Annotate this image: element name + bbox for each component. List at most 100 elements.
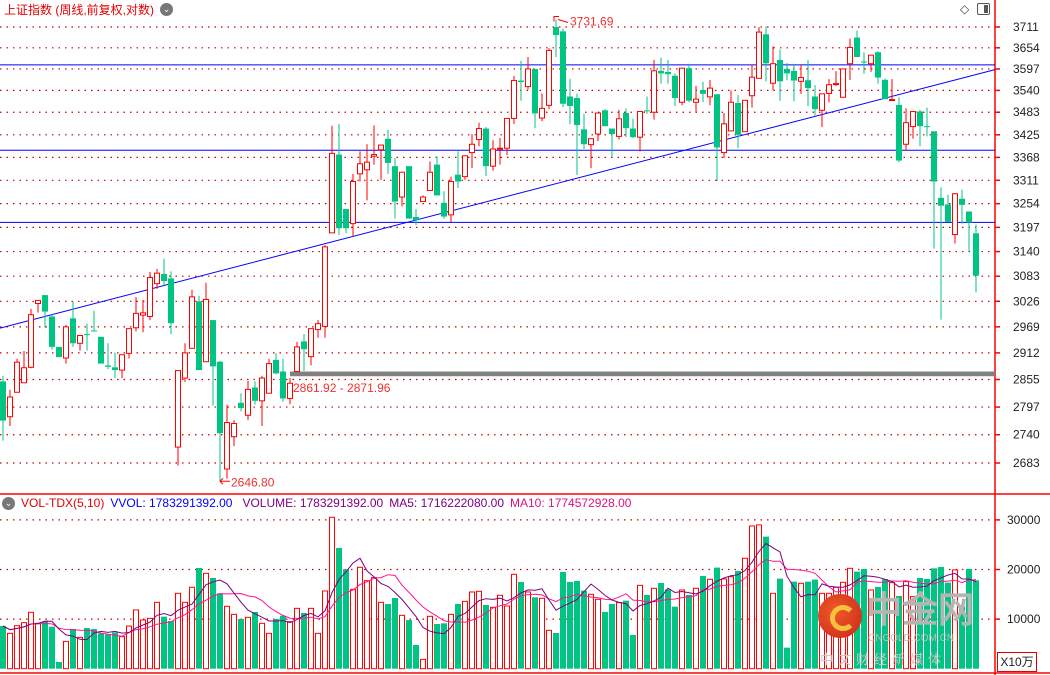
- price-tick-label: 2969: [1013, 320, 1040, 334]
- volume-bar: [770, 592, 776, 670]
- candle: [315, 320, 321, 338]
- candle-body: [595, 112, 601, 135]
- volume-bar: [28, 611, 34, 670]
- candle-body: [406, 166, 412, 219]
- volume-bar: [854, 571, 860, 669]
- candle-body: [231, 423, 237, 438]
- volume-bar: [609, 603, 615, 669]
- volume-bar: [378, 601, 384, 670]
- candle-body: [840, 68, 846, 98]
- price-tick-label: 3197: [1013, 220, 1040, 234]
- candle-body: [581, 129, 587, 145]
- diamond-icon[interactable]: ◇: [960, 2, 970, 16]
- volume-bar: [861, 568, 867, 669]
- candle: [574, 93, 580, 176]
- volume-bar: [406, 619, 412, 669]
- volume-bar: [637, 584, 643, 670]
- candle-body: [210, 320, 216, 367]
- candle-body: [826, 84, 832, 94]
- candle-body: [728, 101, 734, 132]
- panel-toggle-icon[interactable]: [977, 3, 991, 15]
- candle: [756, 27, 762, 79]
- candle-body: [371, 154, 377, 157]
- volume-bar: [266, 632, 272, 670]
- candle-body: [28, 314, 34, 368]
- volume-bar: [651, 587, 657, 670]
- candle-body: [651, 70, 657, 113]
- candle: [469, 134, 475, 169]
- volume-indicator-name[interactable]: VOL-TDX(5,10): [21, 496, 105, 510]
- candle-body: [588, 138, 594, 146]
- chevron-down-circle-icon[interactable]: ⌄: [160, 3, 173, 16]
- candle-body: [420, 196, 426, 203]
- candle-body: [623, 113, 629, 129]
- volume-bar: [308, 607, 314, 670]
- candle: [70, 301, 76, 347]
- candle: [658, 57, 664, 84]
- volume-bar: [168, 620, 174, 669]
- candle-body: [805, 80, 811, 89]
- candle-body: [861, 61, 867, 63]
- candle: [112, 352, 118, 379]
- volume-bar: [231, 613, 237, 670]
- candle-body: [14, 361, 20, 393]
- candle: [616, 109, 622, 140]
- volume-bar: [441, 623, 447, 669]
- candle: [490, 140, 496, 171]
- volume-bar: [462, 600, 468, 670]
- candle: [770, 46, 776, 91]
- volume-bar: [868, 589, 874, 670]
- candle: [77, 334, 83, 351]
- candle: [301, 334, 307, 372]
- candle-body: [973, 233, 979, 276]
- volume-bar: [238, 619, 244, 669]
- volume-bar: [532, 597, 538, 669]
- candle-body: [700, 90, 706, 94]
- volume-bar: [490, 606, 496, 670]
- candle: [91, 310, 97, 332]
- chevron-down-circle-icon[interactable]: ⌄: [2, 496, 15, 510]
- candle-body: [763, 34, 769, 64]
- candle: [238, 393, 244, 412]
- volume-bar: [301, 612, 307, 669]
- candle-body: [707, 87, 713, 98]
- candle-body: [385, 138, 391, 163]
- volume-bar: [959, 606, 965, 669]
- volume-bar: [133, 609, 139, 670]
- volume-bar: [98, 633, 104, 669]
- candle-body: [42, 295, 48, 312]
- volume-bar: [742, 557, 748, 670]
- candle-body: [735, 102, 741, 135]
- candle: [973, 224, 979, 293]
- candle-body: [196, 301, 202, 371]
- candle-body: [280, 371, 286, 399]
- candle-body: [56, 346, 62, 358]
- candle: [672, 73, 678, 107]
- candle: [483, 126, 489, 176]
- vvol-value: VVOL: 1783291392.00: [110, 496, 233, 510]
- candle: [217, 360, 223, 482]
- volume-bar: [70, 629, 76, 669]
- volume-bar: [63, 640, 69, 670]
- volume-bar: [833, 586, 839, 670]
- candle-body: [238, 402, 244, 409]
- ma10-value: MA10: 1774572928.00: [510, 496, 632, 510]
- volume-bar: [938, 566, 944, 669]
- candle-body: [553, 27, 559, 35]
- candle-body: [693, 98, 699, 103]
- candle-body: [203, 299, 209, 363]
- candle-body: [742, 99, 748, 133]
- volume-bar: [924, 578, 930, 669]
- candle: [273, 353, 279, 375]
- candle-body: [427, 171, 433, 191]
- candle-body: [868, 54, 874, 65]
- candle-body: [315, 323, 321, 331]
- volume-bar: [210, 577, 216, 669]
- candle-body: [189, 296, 195, 349]
- volume-bar: [392, 597, 398, 669]
- candle: [203, 282, 209, 363]
- price-tick-label: 3026: [1013, 294, 1040, 308]
- candle-body: [175, 370, 181, 448]
- volume-bar: [791, 581, 797, 669]
- price-tick-label: 2740: [1013, 428, 1040, 442]
